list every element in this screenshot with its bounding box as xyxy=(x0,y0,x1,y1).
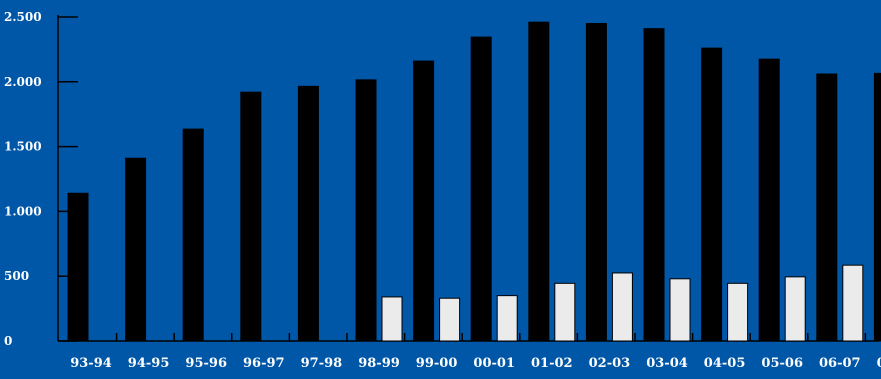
y-tick-label: 0 xyxy=(4,334,12,348)
bar-series-1 xyxy=(240,91,262,342)
bar-series-1 xyxy=(67,192,89,342)
x-tick-label: 03-04 xyxy=(646,356,688,371)
x-tick-label: 00-01 xyxy=(473,356,515,371)
bar-series-2 xyxy=(784,276,806,342)
x-tick-label: 95-96 xyxy=(185,356,227,371)
bars xyxy=(67,21,881,342)
x-tick-label: 99-00 xyxy=(416,356,458,371)
bar-series-1 xyxy=(413,60,435,342)
bar-series-2 xyxy=(554,282,576,342)
y-tick-label: 500 xyxy=(4,269,29,283)
bar-series-2 xyxy=(496,295,518,342)
x-tick-label: 98-99 xyxy=(358,356,400,371)
bar-series-1 xyxy=(758,58,780,342)
x-tick-label: 01-02 xyxy=(531,356,573,371)
x-tick-label: 96-97 xyxy=(243,356,285,371)
bar-series-1 xyxy=(585,22,607,342)
x-tick-label: 06-07 xyxy=(819,356,861,371)
bar-series-1 xyxy=(297,85,319,342)
bar-series-1 xyxy=(701,47,723,342)
bar-series-1 xyxy=(643,28,665,342)
x-tick-label: 02-03 xyxy=(589,356,631,371)
bar-series-1 xyxy=(470,36,492,342)
bar-series-1 xyxy=(816,73,838,342)
bar-series-1 xyxy=(125,157,147,342)
bar-series-1 xyxy=(528,21,550,342)
bar-series-2 xyxy=(842,264,864,342)
x-tick-label: 97-98 xyxy=(301,356,343,371)
x-axis: 93-94 94-95 95-96 96-97 97-98 98-99 99-00 00-01… xyxy=(58,333,881,371)
bar-series-2 xyxy=(381,296,403,342)
bar-series-2 xyxy=(669,278,691,342)
bar-series-1 xyxy=(182,128,204,342)
y-tick-label: 1.500 xyxy=(4,140,42,154)
x-tick-label: 05-06 xyxy=(761,356,803,371)
bar-series-1 xyxy=(355,79,377,342)
y-tick-label: 2.500 xyxy=(4,10,42,24)
bar-series-2 xyxy=(727,282,749,342)
x-tick-label: 94-95 xyxy=(128,356,170,371)
x-tick-label: 07-08 xyxy=(877,356,881,371)
bar-series-1 xyxy=(873,72,881,342)
bar-series-2 xyxy=(439,297,461,342)
x-tick-label: 04-05 xyxy=(704,356,746,371)
bar-series-2 xyxy=(611,272,633,342)
x-tick-label: 93-94 xyxy=(70,356,112,371)
y-tick-label: 2.000 xyxy=(4,75,42,89)
y-axis: 0 500 1.000 1.500 2.000 2.500 xyxy=(4,10,78,348)
y-tick-label: 1.000 xyxy=(4,204,42,218)
